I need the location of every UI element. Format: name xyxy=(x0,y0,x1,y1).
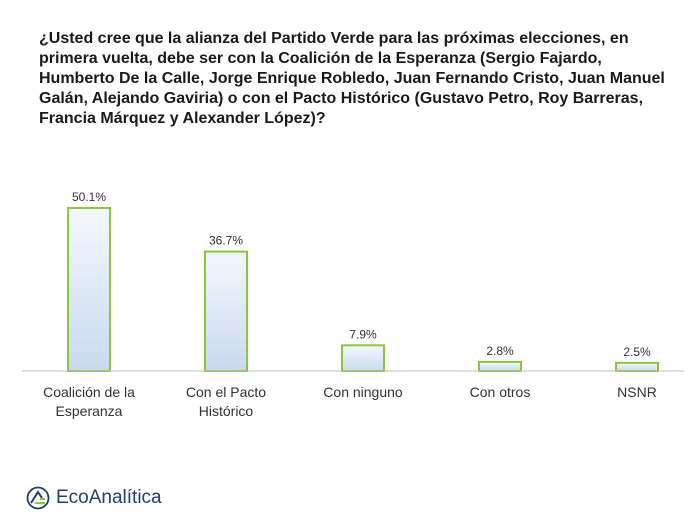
bar-1 xyxy=(204,250,248,372)
category-label-3: Con otros xyxy=(470,384,531,400)
category-label-2: Con ninguno xyxy=(323,384,403,400)
bar-3 xyxy=(478,360,522,373)
bars-group xyxy=(67,207,659,373)
category-label-1: Con el Pacto Histórico xyxy=(186,384,266,419)
ecoanalitica-logo-icon xyxy=(26,486,50,510)
data-label-0: 50.1% xyxy=(72,190,106,204)
bar-4 xyxy=(615,361,659,373)
bar-chart: 50.1% Coalición de la Esperanza 36.7% Con el… xyxy=(22,190,684,419)
brand: EcoAnalítica xyxy=(26,486,162,510)
data-label-2: 7.9% xyxy=(349,327,377,341)
data-label-4: 2.5% xyxy=(623,345,651,359)
bar-2 xyxy=(341,344,385,372)
bar-0 xyxy=(67,207,111,372)
data-label-3: 2.8% xyxy=(486,344,514,358)
brand-name: EcoAnalítica xyxy=(56,487,162,508)
category-label-4: NSNR xyxy=(617,384,657,400)
data-label-1: 36.7% xyxy=(209,234,243,248)
labels-group: 50.1% Coalición de la Esperanza 36.7% Con el… xyxy=(43,190,657,419)
question-title: ¿Usted cree que la alianza del Partido V… xyxy=(39,30,665,127)
category-label-0: Coalición de la Esperanza xyxy=(43,384,135,419)
